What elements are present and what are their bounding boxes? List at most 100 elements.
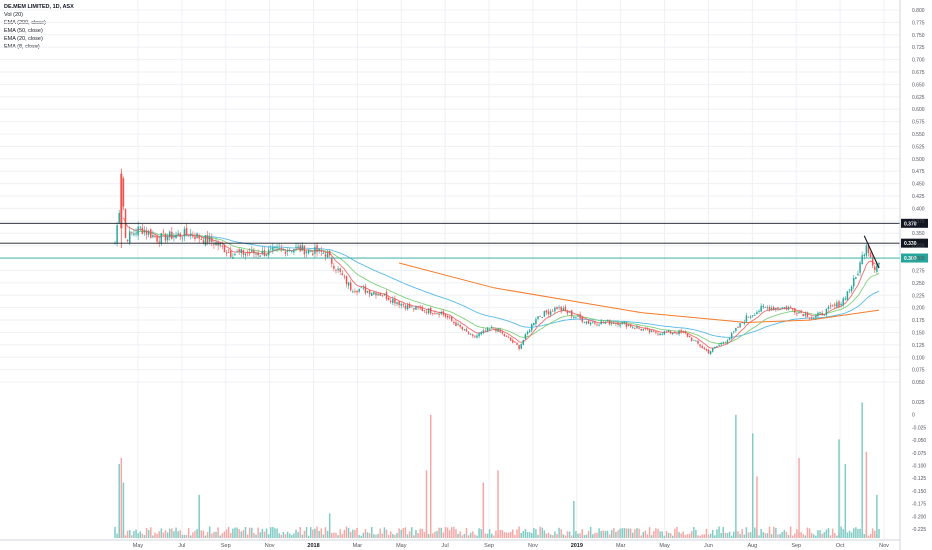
volume-bar xyxy=(703,534,706,538)
volume-bar xyxy=(697,535,699,538)
candle-body xyxy=(688,335,691,338)
volume-bar xyxy=(427,533,430,538)
volume-bar xyxy=(255,534,257,538)
candle-body xyxy=(821,312,823,315)
volume-bar xyxy=(276,528,278,538)
volume-bar xyxy=(735,414,737,538)
volume-bar xyxy=(385,529,388,538)
volume-bar xyxy=(223,531,226,538)
volume-bar xyxy=(512,529,514,538)
volume-bar xyxy=(840,526,842,538)
legend-ema20[interactable]: EMA (20, close) xyxy=(4,36,43,42)
volume-bar xyxy=(657,528,659,538)
volume-bar xyxy=(371,527,373,538)
candle-body xyxy=(328,251,331,256)
volume-bar xyxy=(411,527,413,538)
candle-body xyxy=(530,324,533,331)
volume-bar xyxy=(823,532,826,538)
candle-body xyxy=(387,297,390,300)
price-tick-label: 0.700 xyxy=(912,58,925,64)
candle-body xyxy=(817,312,819,317)
volume-bar xyxy=(282,531,285,538)
price-tick-label: 0.300 xyxy=(912,256,925,262)
price-tick-label: 0.275 xyxy=(912,268,925,274)
candle-body xyxy=(333,265,335,269)
candle-body xyxy=(158,241,160,243)
volume-bar xyxy=(684,534,687,538)
volume-bar xyxy=(408,531,411,538)
candle-body xyxy=(848,289,851,291)
volume-bar xyxy=(396,532,398,538)
price-tick-label: 0.350 xyxy=(912,231,925,237)
time-tick-label: Oct xyxy=(836,543,845,549)
candle-body xyxy=(756,312,758,315)
candle-body xyxy=(684,331,687,334)
volume-bar xyxy=(829,535,832,538)
candle-body xyxy=(739,323,741,328)
volume-bar xyxy=(638,528,640,538)
candle-body xyxy=(619,324,621,326)
candle-body xyxy=(680,330,682,332)
horizontal-levels[interactable]: 0.370 0.330 0.300 xyxy=(0,218,928,269)
candle-body xyxy=(442,311,445,315)
volume-bar xyxy=(836,535,838,538)
candle-body xyxy=(800,311,802,313)
volume-bar xyxy=(791,535,794,538)
time-tick-label: 2018 xyxy=(307,543,319,549)
volume-bar xyxy=(686,534,689,538)
legend-volume[interactable]: Vol (20) xyxy=(4,12,23,18)
ema50-line xyxy=(157,235,880,338)
time-tick-label: May xyxy=(133,543,144,549)
candle-body xyxy=(831,305,834,307)
candle-body xyxy=(573,316,575,318)
candle-body xyxy=(335,269,337,271)
candle-body xyxy=(766,307,769,309)
volume-bar xyxy=(120,457,123,538)
ema200-line xyxy=(398,262,880,324)
volume-bar xyxy=(389,531,392,538)
candle-body xyxy=(467,332,470,335)
volume-bar xyxy=(415,529,417,538)
volume-bar xyxy=(530,533,533,538)
candle-body xyxy=(575,317,577,318)
time-axis[interactable]: May Jul Sep Nov 2018 Mar May Jul Sep Nov 2019 Mar Ma… xyxy=(133,543,889,549)
candle-body xyxy=(297,246,299,248)
trendline xyxy=(863,235,880,269)
volume-bar xyxy=(291,535,293,538)
candle-body xyxy=(459,324,461,327)
candle-body xyxy=(730,333,733,339)
price-label-box xyxy=(901,253,928,263)
legend-ema50[interactable]: EMA (50, close) xyxy=(4,28,43,34)
candle-body xyxy=(653,330,655,332)
candle-body xyxy=(834,304,836,306)
candle-body xyxy=(282,249,285,251)
volume-bar xyxy=(128,530,131,538)
volume-bar xyxy=(272,527,274,538)
volume-tick-label: -0.225 xyxy=(912,527,926,533)
candle-body xyxy=(747,316,750,318)
candle-body xyxy=(667,330,670,332)
price-tick-label: 0.050 xyxy=(912,380,925,386)
candle-body xyxy=(682,331,685,332)
volume-bar xyxy=(617,530,619,538)
volume-bar xyxy=(770,534,773,538)
candle-body xyxy=(425,311,428,313)
candle-body xyxy=(255,253,257,255)
volume-bar xyxy=(545,533,548,538)
candle-body xyxy=(741,322,743,323)
candle-body xyxy=(154,235,156,238)
candle-body xyxy=(726,340,729,343)
volume-bar xyxy=(573,501,575,538)
candle-body xyxy=(482,330,485,333)
volume-bar xyxy=(368,533,371,538)
legend-ema200[interactable]: EMA (200, close) xyxy=(4,20,46,26)
volume-bar xyxy=(444,526,447,538)
candle-body xyxy=(162,231,165,233)
volume-bar xyxy=(326,531,329,538)
candle-body xyxy=(486,328,489,332)
volume-bar xyxy=(625,528,628,538)
candle-body xyxy=(663,331,666,335)
candle-body xyxy=(495,328,497,332)
